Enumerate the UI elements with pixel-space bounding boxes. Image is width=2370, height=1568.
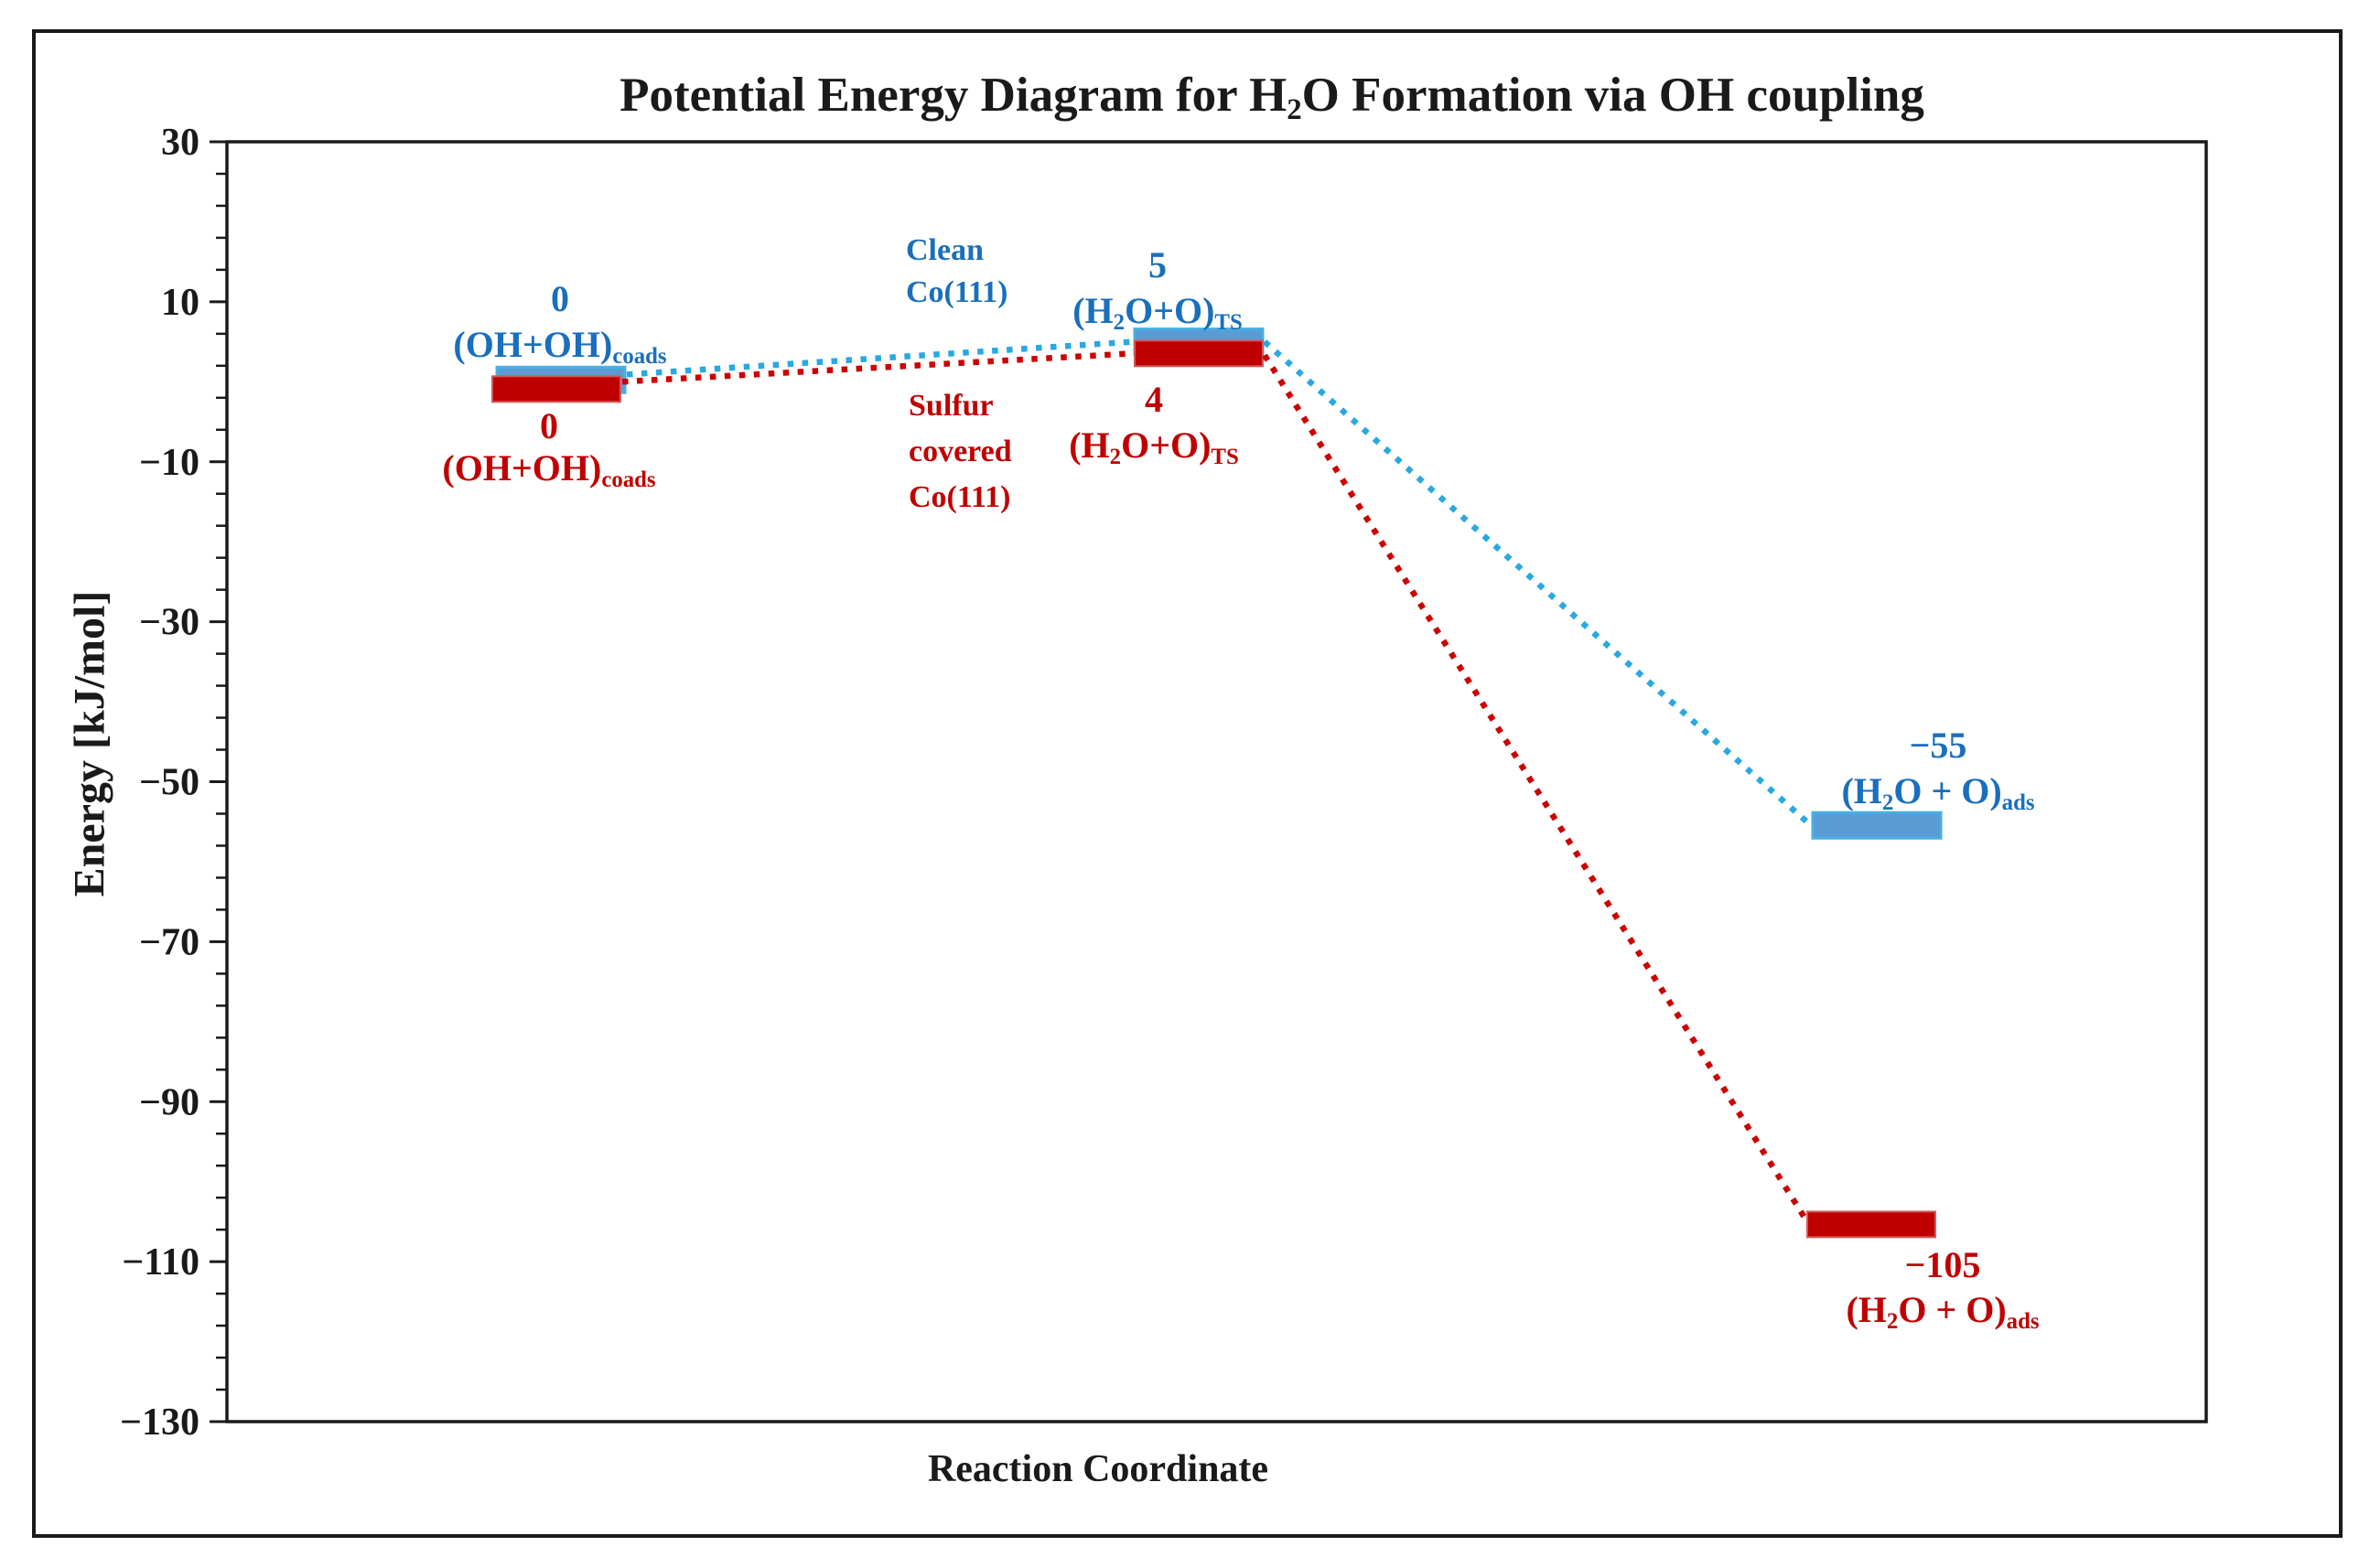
label-series-sulfur: Sulfur covered Co(111) [909, 383, 1012, 521]
formula-part: O+O) [1125, 290, 1215, 331]
series-name-line: Co(111) [906, 275, 1008, 309]
label-series-clean: Clean Co(111) [906, 230, 1007, 314]
chart-title-text-end: O Formation via OH coupling [1301, 69, 1924, 122]
energy-value: 0 [540, 405, 558, 446]
formula-subscript: 2 [1886, 1308, 1899, 1334]
label-clean-ts: 5 (H2O+O)TS [997, 242, 1318, 339]
energy-value: 5 [1148, 244, 1167, 285]
series-name-line: Clean [906, 233, 984, 267]
formula-subscript: ads [2006, 1308, 2040, 1334]
energy-level-bar [1811, 811, 1943, 840]
dotted-connector-line [1262, 339, 1814, 828]
formula-subscript: ads [2001, 789, 2035, 815]
energy-value: −105 [1904, 1244, 1981, 1285]
species-formula: (OH+OH)coads [398, 447, 700, 495]
chart-title-text: Potential Energy Diagram for H [619, 69, 1287, 122]
label-clean-ads: −55 (H2O + O)ads [1773, 723, 2103, 820]
x-axis-title: Reaction Coordinate [927, 1448, 1269, 1490]
formula-part: O + O) [1898, 1289, 2007, 1330]
energy-level-bar [1806, 1210, 1936, 1239]
formula-part: (OH+OH) [453, 324, 613, 365]
species-formula: (H2O+O)TS [994, 423, 1314, 474]
chart-title-subscript: 2 [1287, 93, 1302, 127]
y-axis-tick-label: −90 [139, 1081, 199, 1123]
energy-level-bar [491, 375, 621, 403]
figure-border [32, 29, 2343, 1538]
y-axis-title: Energy [kJ/mol] [65, 590, 114, 897]
formula-subscript: coads [601, 467, 656, 492]
formula-part: (H [1069, 424, 1110, 466]
dotted-connector-line [621, 350, 1134, 385]
label-sulfur-ads: −105 (H2O + O)ads [1778, 1242, 2107, 1337]
species-formula: (H2O + O)ads [1773, 768, 2103, 820]
chart-title: Potential Energy Diagram for H2O Formati… [357, 68, 2187, 127]
formula-part: (OH+OH) [442, 447, 602, 489]
y-axis-tick-label: −30 [139, 602, 199, 644]
y-axis-tick-label: −50 [139, 762, 199, 804]
dotted-connector-line [626, 338, 1134, 378]
energy-value: 4 [1145, 379, 1163, 420]
label-sulfur-ts: 4 (H2O+O)TS [994, 377, 1314, 474]
formula-part: (H [1072, 290, 1114, 331]
formula-subscript: 2 [1109, 444, 1122, 469]
formula-subscript: TS [1211, 444, 1239, 469]
formula-subscript: 2 [1881, 789, 1894, 815]
formula-subscript: TS [1214, 309, 1243, 335]
series-name-line: Co(111) [909, 480, 1011, 514]
y-axis-tick-label: 30 [161, 122, 199, 164]
species-formula: (H2O + O)ads [1778, 1287, 2107, 1337]
formula-subscript: coads [612, 343, 667, 369]
label-clean-coads: 0 (OH+OH)coads [409, 276, 711, 373]
y-axis-tick-label: 10 [161, 282, 199, 324]
dotted-connector-line [1262, 353, 1808, 1221]
y-axis-tick-label: −130 [120, 1402, 199, 1444]
formula-part: (H [1846, 1289, 1887, 1330]
y-axis-tick-label: −10 [139, 442, 199, 484]
energy-level-bar [1134, 339, 1264, 368]
formula-part: (H [1841, 770, 1882, 811]
formula-subscript: 2 [1113, 309, 1126, 335]
y-axis-tick-label: −110 [122, 1241, 199, 1283]
energy-value: −55 [1909, 725, 1967, 766]
series-name-line: covered [909, 435, 1012, 468]
formula-part: O+O) [1121, 424, 1212, 466]
species-formula: (OH+OH)coads [409, 322, 711, 373]
species-formula: (H2O+O)TS [997, 288, 1318, 339]
label-sulfur-coads: 0 (OH+OH)coads [398, 405, 700, 495]
energy-value: 0 [551, 278, 569, 319]
series-name-line: Sulfur [909, 389, 994, 423]
formula-part: O + O) [1893, 770, 2002, 811]
y-axis-tick-label: −70 [139, 921, 199, 963]
